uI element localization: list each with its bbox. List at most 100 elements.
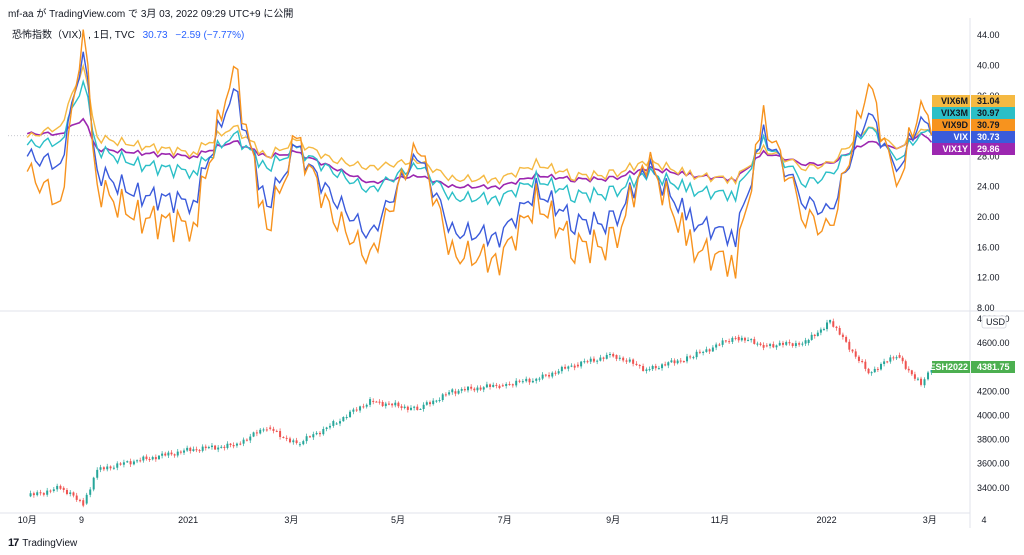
candle-body: [249, 436, 252, 441]
candle-body: [854, 351, 857, 357]
candle-body: [116, 463, 119, 468]
candle-body: [269, 427, 272, 429]
candle-body: [425, 402, 428, 405]
badge-name-bg: [932, 119, 970, 131]
candle-body: [785, 342, 788, 345]
candle-body: [92, 477, 95, 490]
candle-body: [521, 381, 524, 383]
candle-body: [695, 351, 698, 358]
candle-body: [531, 380, 534, 383]
candle-body: [583, 361, 586, 363]
candle-body: [870, 372, 873, 374]
vix-y-tick: 40.00: [977, 60, 1000, 70]
series-line-vix9d: [26, 29, 933, 279]
candle-body: [740, 337, 743, 341]
candle-body: [638, 365, 641, 367]
vix-y-tick: 28.00: [977, 151, 1000, 161]
candle-body: [772, 344, 775, 348]
candle-body: [119, 463, 122, 465]
candle-body: [56, 485, 59, 490]
candle-body: [864, 361, 867, 369]
candle-body: [42, 493, 45, 495]
candle-body: [778, 342, 781, 346]
candle-body: [259, 429, 262, 434]
publish-header: mf-aa が TradingView.com で 3月 03, 2022 09…: [8, 9, 294, 20]
candle-body: [59, 485, 62, 489]
candle-body: [112, 467, 115, 469]
candle-body: [567, 366, 570, 369]
candle-body: [775, 345, 778, 348]
candle-body: [670, 360, 673, 363]
candle-body: [762, 344, 765, 348]
x-tick-label: 9月: [606, 515, 620, 525]
candle-body: [635, 363, 638, 366]
candle-body: [179, 451, 182, 453]
candle-body: [573, 365, 576, 368]
candle-body: [365, 404, 368, 407]
candle-body: [485, 384, 488, 388]
candle-body: [232, 445, 235, 447]
candle-body: [476, 387, 479, 391]
badge-value-bg: [971, 119, 1015, 131]
candle-body: [339, 421, 342, 424]
candle-body: [592, 358, 595, 362]
candle-body: [195, 449, 198, 451]
candle-body: [804, 340, 807, 344]
candle-body: [36, 492, 39, 496]
candle-body: [255, 432, 258, 434]
candle-body: [632, 359, 635, 364]
candle-body: [576, 364, 579, 367]
candle-body: [883, 361, 886, 364]
candle-body: [554, 372, 557, 374]
candle-body: [913, 374, 916, 379]
candle-body: [139, 460, 142, 462]
candle-body: [49, 490, 52, 492]
candle-body: [718, 344, 721, 346]
badge-series-name: VIX6M: [941, 96, 968, 106]
candle-body: [901, 357, 904, 362]
main-legend: 恐怖指数（VIX）, 1日, TVC 30.73 −2.59 (−7.77%): [12, 26, 244, 41]
candle-body: [295, 440, 298, 444]
candle-body: [214, 445, 217, 450]
candle-body: [570, 365, 573, 367]
candle-body: [498, 385, 501, 389]
candle-body: [648, 369, 651, 371]
candle-body: [907, 368, 910, 371]
candle-body: [525, 378, 528, 382]
candle-body: [217, 447, 220, 450]
candle-body: [416, 406, 419, 410]
candle-body: [467, 386, 470, 391]
candle-body: [889, 357, 892, 362]
candle-body: [923, 379, 926, 386]
candle-body: [702, 351, 705, 353]
candle-body: [39, 492, 42, 494]
candle-body: [645, 369, 648, 371]
x-tick-label: 2021: [178, 515, 198, 525]
x-tick-label: 10月: [18, 515, 37, 525]
candle-body: [916, 378, 919, 380]
candle-body: [705, 349, 708, 352]
candle-body: [835, 326, 838, 329]
candle-body: [813, 334, 816, 337]
candle-body: [654, 365, 657, 369]
candle-body: [505, 384, 508, 386]
candle-body: [400, 406, 403, 408]
badge-name-bg: [932, 143, 970, 155]
candle-body: [759, 343, 762, 345]
candle-body: [794, 343, 797, 347]
footer-brand-text: TradingView: [22, 537, 78, 549]
candle-body: [132, 461, 135, 465]
candle-body: [819, 329, 822, 333]
footer-branding: 17 TradingView: [8, 537, 77, 549]
candle-body: [832, 321, 835, 327]
candle-body: [375, 401, 378, 403]
candle-body: [189, 447, 192, 452]
candle-body: [378, 401, 381, 403]
x-tick-label: 3月: [284, 515, 298, 525]
series-line-vix6m: [26, 63, 933, 186]
candle-body: [429, 402, 432, 405]
candle-body: [352, 409, 355, 412]
candle-body: [673, 360, 676, 364]
candle-body: [857, 356, 860, 361]
